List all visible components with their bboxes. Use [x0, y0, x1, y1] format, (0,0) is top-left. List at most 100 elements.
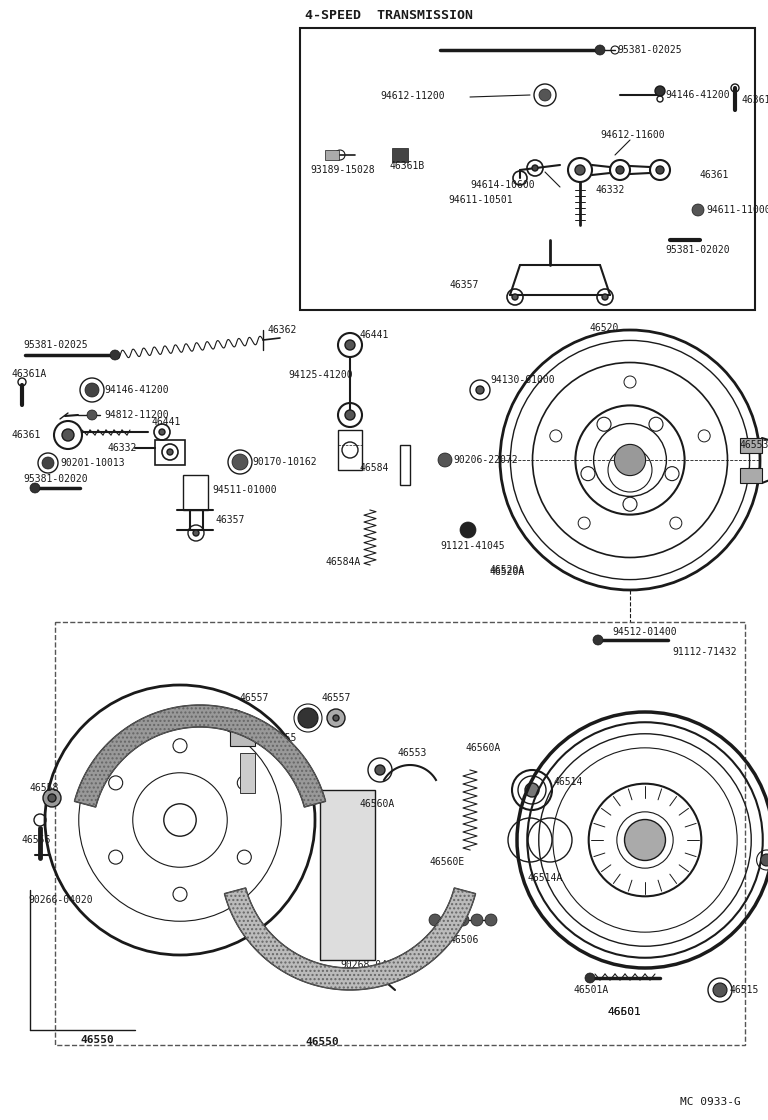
Circle shape: [227, 710, 243, 726]
Text: 46520: 46520: [590, 323, 619, 333]
Circle shape: [539, 88, 551, 101]
Text: 46361: 46361: [12, 430, 41, 440]
Text: 46501A: 46501A: [573, 984, 608, 995]
Circle shape: [193, 530, 199, 536]
Bar: [392, 148, 408, 162]
Text: 95381-02020: 95381-02020: [23, 474, 88, 484]
Bar: [740, 468, 762, 483]
Text: 46556: 46556: [22, 836, 51, 844]
Text: 90268-04020: 90268-04020: [340, 960, 405, 970]
Text: 46332: 46332: [108, 444, 137, 452]
Circle shape: [760, 853, 768, 866]
Bar: [230, 726, 255, 746]
Circle shape: [159, 429, 165, 435]
Text: 46441: 46441: [152, 417, 181, 427]
Text: 91121-41045: 91121-41045: [440, 541, 505, 551]
Text: 46361: 46361: [700, 170, 730, 180]
Text: 94611-11000: 94611-11000: [706, 205, 768, 215]
Text: 95381-02025: 95381-02025: [23, 340, 88, 349]
Circle shape: [585, 973, 595, 983]
Circle shape: [532, 165, 538, 171]
Bar: [325, 150, 339, 160]
Text: 46514A: 46514A: [528, 872, 563, 883]
Text: 46361A: 46361A: [742, 95, 768, 105]
Text: 46362: 46362: [268, 325, 297, 335]
Circle shape: [345, 340, 355, 349]
Circle shape: [512, 295, 518, 300]
Bar: [240, 753, 255, 793]
Circle shape: [85, 383, 99, 396]
Bar: [155, 440, 185, 465]
Circle shape: [167, 449, 173, 455]
Circle shape: [375, 765, 385, 775]
Circle shape: [438, 452, 452, 467]
Text: 46506: 46506: [450, 935, 479, 945]
Text: 94612-11600: 94612-11600: [600, 130, 664, 140]
Text: 46560A: 46560A: [465, 743, 500, 753]
Circle shape: [692, 204, 704, 216]
Bar: [338, 430, 362, 470]
Text: 46584A: 46584A: [325, 557, 360, 567]
Bar: [400, 445, 410, 485]
Circle shape: [43, 788, 61, 808]
Text: 46501: 46501: [607, 1007, 641, 1017]
Circle shape: [443, 914, 455, 926]
Bar: [55, 622, 745, 1045]
Text: 94611-10501: 94611-10501: [448, 195, 512, 205]
Circle shape: [656, 166, 664, 174]
Text: 46332: 46332: [595, 185, 624, 195]
Text: 46560E: 46560E: [430, 857, 465, 867]
Text: 95381-02025: 95381-02025: [617, 45, 682, 55]
Text: 46601: 46601: [607, 1007, 641, 1017]
Text: 46357: 46357: [215, 515, 244, 525]
Circle shape: [333, 715, 339, 721]
Text: 95381-02020: 95381-02020: [665, 245, 730, 255]
Text: 90266-04020: 90266-04020: [28, 895, 93, 905]
Circle shape: [232, 715, 238, 721]
Circle shape: [485, 914, 497, 926]
Circle shape: [345, 410, 355, 420]
Text: 94130-61000: 94130-61000: [490, 375, 554, 385]
Circle shape: [232, 454, 248, 470]
Circle shape: [48, 794, 56, 802]
Circle shape: [616, 166, 624, 174]
Circle shape: [457, 914, 469, 926]
Circle shape: [593, 635, 603, 645]
Text: 94125-41200: 94125-41200: [288, 370, 353, 380]
Bar: [320, 790, 375, 960]
Bar: [300, 28, 755, 310]
Text: 90170-10162: 90170-10162: [252, 457, 316, 467]
Text: 46560A: 46560A: [360, 799, 396, 809]
Polygon shape: [74, 704, 326, 808]
Circle shape: [429, 914, 441, 926]
Bar: [183, 475, 208, 510]
Text: 46441: 46441: [360, 330, 389, 340]
Polygon shape: [224, 888, 475, 990]
Text: 94511-01000: 94511-01000: [212, 485, 276, 495]
Circle shape: [525, 783, 539, 797]
Circle shape: [110, 349, 120, 360]
Circle shape: [602, 295, 608, 300]
Text: 46361B: 46361B: [390, 161, 425, 171]
Circle shape: [42, 457, 54, 469]
Text: 90201-10013: 90201-10013: [60, 458, 124, 468]
Text: 94512-01400: 94512-01400: [612, 627, 677, 637]
Circle shape: [460, 522, 476, 538]
Text: 93189-15028: 93189-15028: [310, 165, 375, 175]
Circle shape: [655, 86, 665, 96]
Text: 94812-11200: 94812-11200: [104, 410, 169, 420]
Text: 46553: 46553: [740, 440, 768, 450]
Text: 46550: 46550: [305, 1037, 339, 1047]
Text: 94146-41200: 94146-41200: [104, 385, 169, 395]
Circle shape: [471, 914, 483, 926]
Text: 46361A: 46361A: [12, 368, 48, 379]
Text: 94146-41200: 94146-41200: [665, 90, 730, 100]
Text: 90206-22072: 90206-22072: [453, 455, 518, 465]
Circle shape: [62, 429, 74, 441]
Text: 46553: 46553: [398, 748, 427, 758]
Text: MC 0933-G: MC 0933-G: [680, 1096, 741, 1107]
Text: 46550: 46550: [80, 1035, 114, 1045]
Text: 46515: 46515: [730, 984, 760, 995]
Text: 46558: 46558: [30, 783, 59, 793]
Text: 46520A: 46520A: [490, 564, 525, 575]
